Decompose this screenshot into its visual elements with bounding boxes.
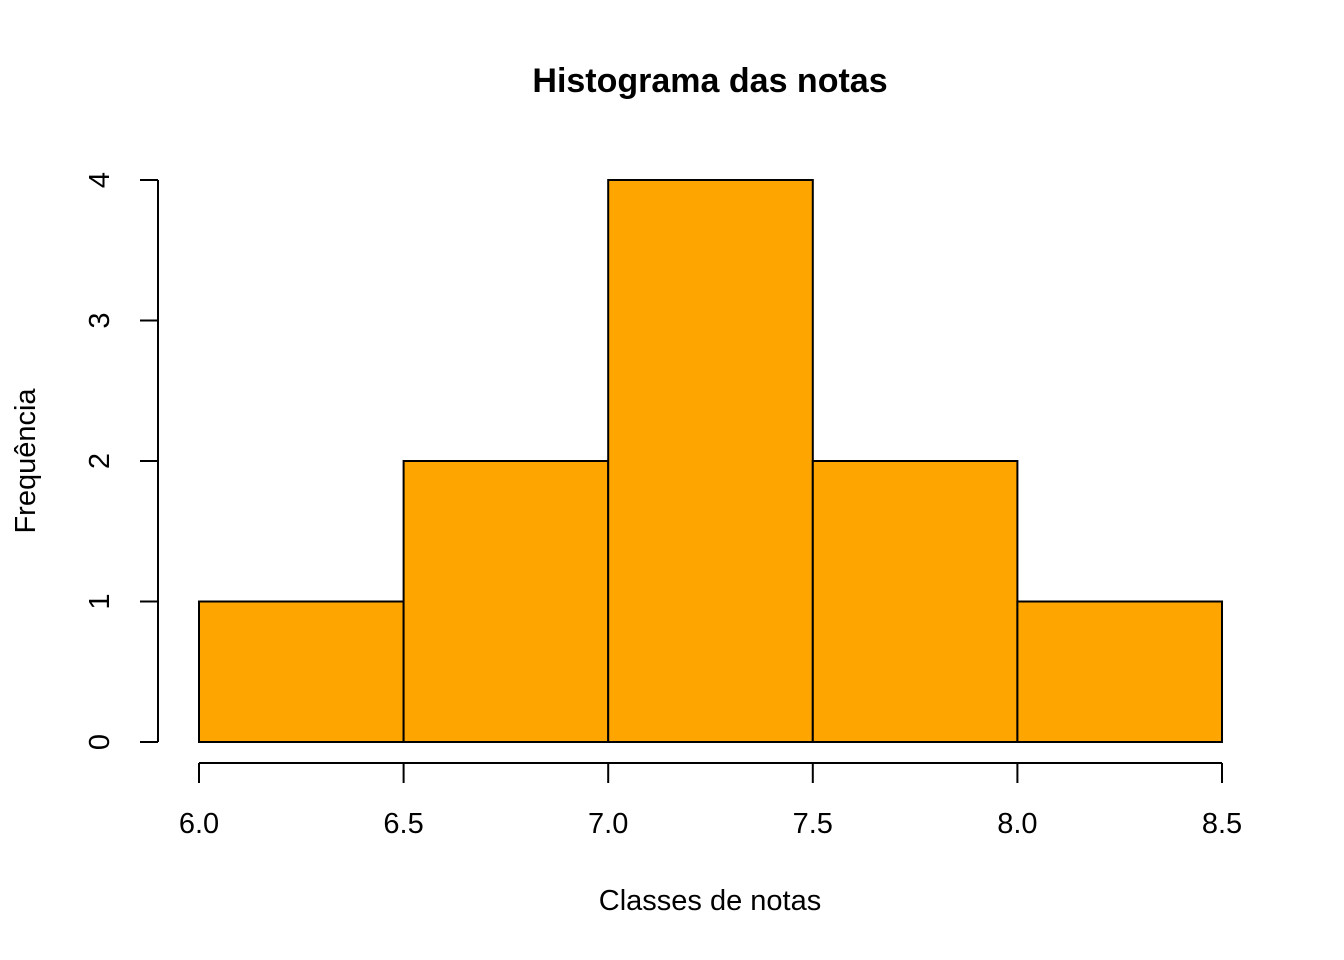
histogram-bar-3	[811, 460, 1019, 743]
x-axis-ticks: 6.0 6.5 7.0 7.5 8.0 8.5	[179, 763, 1242, 840]
y-axis-label: Frequência	[10, 388, 42, 534]
y-tick-label-4: 4	[84, 172, 116, 188]
x-tick-label-3: 7.5	[793, 808, 833, 840]
x-tick-label-1: 6.5	[383, 808, 423, 840]
y-tick-label-0: 0	[84, 734, 116, 750]
x-axis-label: Classes de notas	[599, 885, 821, 917]
histogram-bar-2	[607, 179, 814, 743]
histogram-bar-4	[1016, 600, 1224, 743]
x-tick-label-4: 8.0	[997, 808, 1037, 840]
histogram-bar-0	[198, 600, 405, 743]
x-tick-label-5: 8.5	[1202, 808, 1242, 840]
y-axis-ticks: 0 1 2 3 4	[84, 172, 158, 750]
histogram-bar-1	[402, 460, 610, 743]
y-tick-label-2: 2	[84, 453, 116, 469]
chart-title: Histograma das notas	[532, 62, 887, 100]
bars-group	[198, 179, 1224, 743]
y-tick-label-1: 1	[84, 593, 116, 609]
x-tick-label-0: 6.0	[179, 808, 219, 840]
x-tick-label-2: 7.0	[588, 808, 628, 840]
y-tick-label-3: 3	[84, 312, 116, 328]
